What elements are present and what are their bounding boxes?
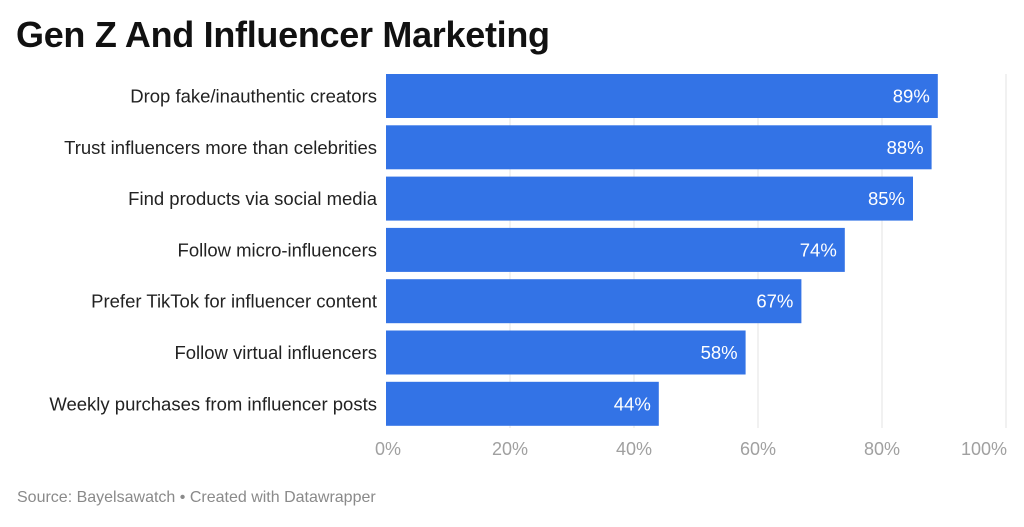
value-label: 67% [756, 291, 793, 312]
bar [386, 125, 932, 170]
category-label: Weekly purchases from influencer posts [49, 393, 377, 414]
category-label: Follow micro-influencers [178, 239, 377, 260]
source-text: Source: Bayelsawatch [17, 489, 176, 506]
x-axis-ticks: 0% 20% 40% 60% 80% 100% [375, 439, 1007, 459]
value-label: 88% [887, 137, 924, 158]
x-tick-label: 0% [375, 439, 401, 459]
category-label: Prefer TikTok for influencer content [91, 291, 377, 312]
value-label: 89% [893, 86, 930, 107]
value-label: 85% [868, 188, 905, 209]
source-note: Source: Bayelsawatch • Created with Data… [17, 489, 376, 507]
category-label: Follow virtual influencers [174, 342, 377, 363]
x-tick-label: 40% [616, 439, 652, 459]
category-label: Trust influencers more than celebrities [64, 137, 377, 158]
value-label: 74% [800, 239, 837, 260]
value-labels: 89% 88% 85% 74% 67% 58% 44% [614, 86, 930, 415]
bar [386, 381, 659, 426]
x-tick-label: 60% [740, 439, 776, 459]
value-label: 58% [701, 342, 738, 363]
category-label: Find products via social media [128, 188, 378, 209]
footer-separator: • [179, 489, 186, 506]
bar [386, 279, 802, 324]
x-tick-label: 100% [961, 439, 1007, 459]
bar [386, 227, 845, 272]
bar [386, 176, 913, 221]
bar [386, 330, 746, 375]
bars [386, 74, 938, 426]
bar [386, 74, 938, 118]
x-tick-label: 80% [864, 439, 900, 459]
value-label: 44% [614, 393, 651, 414]
chart-title: Gen Z And Influencer Marketing [16, 14, 550, 55]
category-label: Drop fake/inauthentic creators [130, 86, 377, 107]
credit-text: Created with Datawrapper [189, 489, 376, 506]
x-tick-label: 20% [492, 439, 528, 459]
category-labels: Drop fake/inauthentic creators Trust infl… [49, 86, 377, 415]
